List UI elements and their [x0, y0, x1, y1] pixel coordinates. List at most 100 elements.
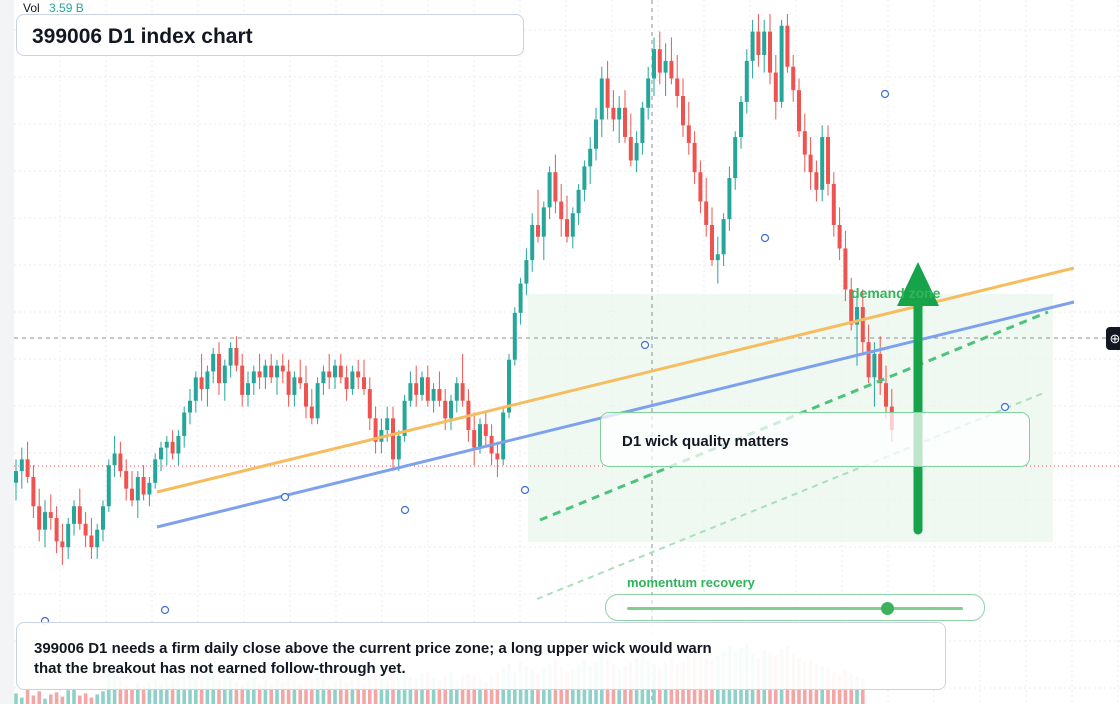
- candle-body: [257, 371, 262, 378]
- candle-body: [866, 342, 871, 378]
- pivot-marker: [160, 605, 170, 615]
- candle-body: [669, 60, 674, 79]
- crosshair-add-icon[interactable]: ⊕: [1106, 327, 1120, 350]
- candle-body: [692, 142, 697, 173]
- volume-bar: [252, 677, 256, 704]
- candle-body: [855, 307, 859, 325]
- candle-body: [373, 418, 378, 442]
- volume-bar: [89, 697, 94, 704]
- candle-body: [565, 219, 569, 237]
- volume-bar: [408, 676, 413, 704]
- candle-body: [785, 25, 790, 67]
- candle-body: [95, 529, 100, 548]
- candle-body: [66, 523, 71, 548]
- candle-body: [588, 148, 593, 167]
- candle-body: [321, 371, 326, 384]
- candle-body: [170, 441, 175, 454]
- candle-body: [507, 359, 511, 413]
- candle-body: [547, 172, 552, 208]
- candle-body: [19, 459, 24, 472]
- volume-bar: [356, 678, 360, 704]
- demand-zone-label: demand zone: [851, 285, 941, 301]
- candle-body: [391, 418, 395, 460]
- candle-body: [640, 107, 645, 143]
- candle-body: [275, 365, 279, 378]
- candle-body: [582, 166, 587, 190]
- candle-body: [106, 465, 111, 507]
- candle-body: [25, 459, 30, 477]
- candle-body: [634, 142, 639, 161]
- volume-bar: [170, 680, 175, 704]
- candle-body: [675, 78, 680, 97]
- candle-body: [60, 541, 65, 548]
- candle-body: [304, 383, 308, 407]
- volume-bar: [223, 676, 227, 704]
- volume-legend: Vol 3.59 B: [23, 1, 84, 15]
- analysis-note: 399006 D1 needs a firm daily close above…: [16, 622, 946, 690]
- candle-body: [710, 224, 714, 261]
- volume-bar: [78, 695, 82, 704]
- candle-body: [570, 213, 575, 237]
- candle-body: [663, 60, 668, 73]
- candle-body: [246, 383, 250, 395]
- candle-body: [657, 49, 662, 73]
- candle-body: [385, 418, 390, 431]
- candle-body: [536, 224, 540, 237]
- candle-body: [837, 224, 842, 249]
- volume-bar: [327, 684, 331, 704]
- candle-body: [217, 353, 221, 384]
- light-green-dashed-trendline: [536, 391, 1047, 600]
- candle-body: [37, 506, 42, 530]
- volume-bar: [43, 698, 47, 704]
- volume-bar: [437, 679, 442, 704]
- volume-bar: [321, 679, 326, 704]
- volume-bar: [20, 697, 24, 704]
- candle-body: [211, 353, 216, 372]
- candle-body: [222, 365, 227, 384]
- candle-body: [454, 383, 459, 401]
- volume-bar: [60, 696, 65, 704]
- momentum-label: momentum recovery: [627, 575, 755, 590]
- volume-bar: [344, 682, 349, 704]
- candle-body: [483, 424, 488, 436]
- momentum-slider[interactable]: [605, 594, 985, 621]
- pivot-marker: [400, 505, 410, 515]
- volume-bar: [49, 694, 53, 704]
- volume-bar: [83, 693, 88, 704]
- candle-body: [344, 377, 349, 390]
- volume-bar: [246, 680, 250, 704]
- volume-bar: [257, 683, 262, 704]
- candle-body: [501, 412, 506, 460]
- volume-bar: [861, 678, 865, 704]
- candle-body: [773, 72, 778, 102]
- candle-body: [263, 365, 268, 378]
- candle-body: [280, 365, 285, 372]
- candle-body: [367, 389, 372, 419]
- volume-bar: [101, 691, 105, 704]
- volume-bar: [130, 688, 134, 704]
- volume-bar: [37, 691, 41, 704]
- volume-bar: [281, 681, 285, 704]
- candle-body: [721, 219, 726, 255]
- volume-bar: [217, 679, 221, 704]
- candle-body: [327, 371, 332, 378]
- candle-body: [681, 96, 685, 126]
- candle-body: [292, 377, 297, 395]
- candle-body: [101, 506, 105, 530]
- candle-body: [362, 377, 366, 390]
- volume-bar: [66, 690, 70, 704]
- pivot-marker: [760, 233, 770, 243]
- candle-body: [715, 254, 720, 261]
- volume-bar: [147, 681, 152, 704]
- candle-body: [333, 365, 337, 378]
- candle-body: [646, 78, 651, 108]
- candle-body: [518, 283, 523, 313]
- volume-bar: [478, 678, 482, 704]
- volume-bar: [414, 678, 418, 704]
- momentum-slider-thumb[interactable]: [881, 602, 895, 615]
- candle-body: [188, 400, 192, 413]
- candle-body: [559, 201, 564, 220]
- candle-body: [72, 506, 76, 524]
- candle-body: [686, 125, 691, 143]
- candle-body: [698, 172, 703, 202]
